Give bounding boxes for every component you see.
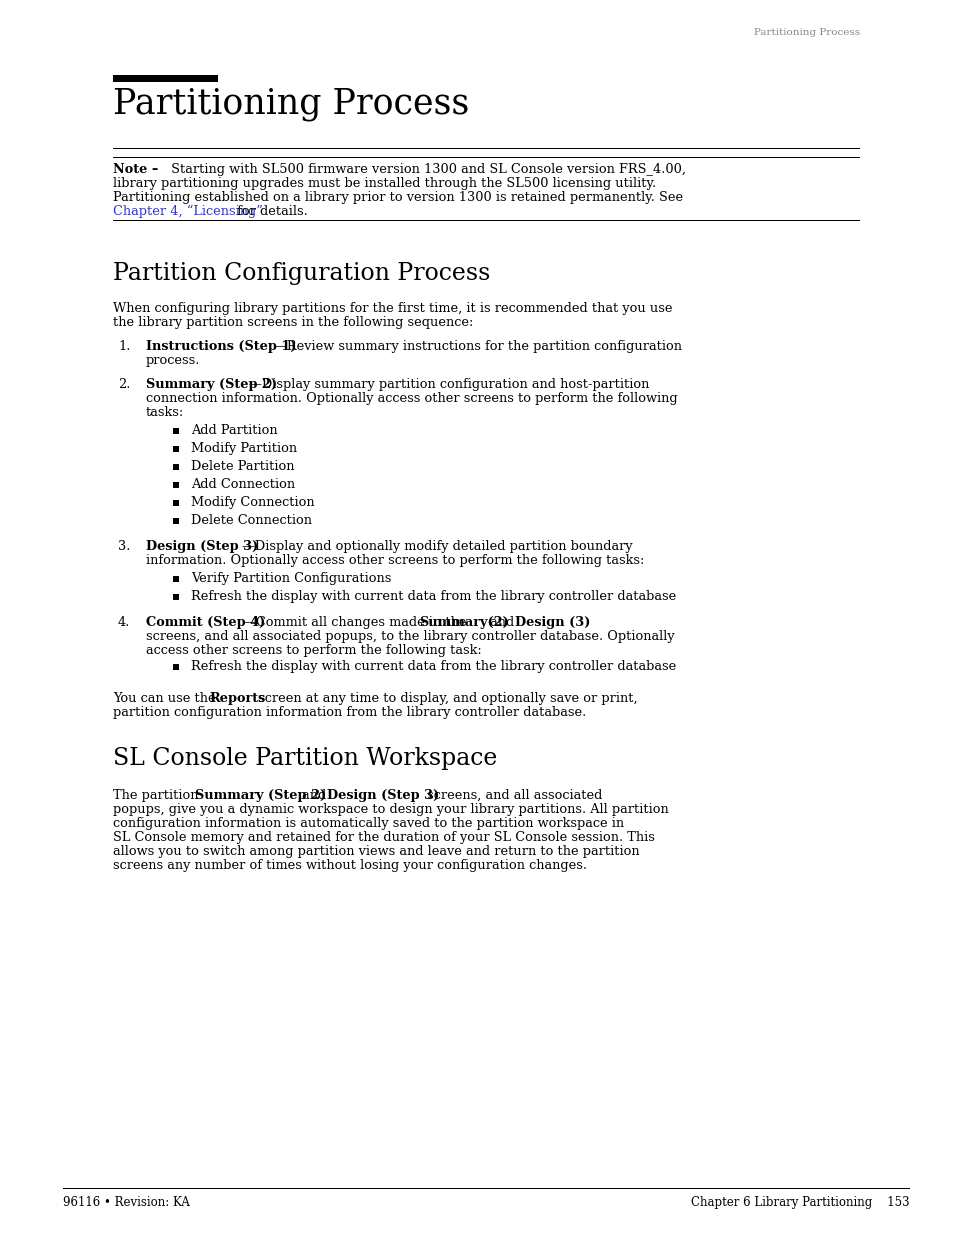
Text: Summary (Step 2): Summary (Step 2) [146, 378, 276, 391]
Text: configuration information is automatically saved to the partition workspace in: configuration information is automatical… [112, 818, 623, 830]
Text: —Commit all changes made in the: —Commit all changes made in the [243, 616, 470, 629]
Text: 4.: 4. [118, 616, 131, 629]
Text: and: and [297, 789, 330, 802]
Text: Modify Partition: Modify Partition [191, 442, 296, 454]
Bar [172, 517, 179, 524]
Bar [112, 75, 218, 82]
Text: Note –: Note – [112, 163, 158, 177]
Text: SL Console Partition Workspace: SL Console Partition Workspace [112, 747, 497, 769]
Text: —Review summary instructions for the partition configuration: —Review summary instructions for the par… [274, 340, 681, 353]
Text: —Display summary partition configuration and host-partition: —Display summary partition configuration… [249, 378, 649, 391]
Text: —Display and optionally modify detailed partition boundary: —Display and optionally modify detailed … [242, 540, 632, 553]
Text: Refresh the display with current data from the library controller database: Refresh the display with current data fr… [191, 659, 676, 673]
Text: 3.: 3. [118, 540, 131, 553]
Text: process.: process. [146, 354, 200, 367]
Text: The partition: The partition [112, 789, 202, 802]
Text: tasks:: tasks: [146, 406, 184, 419]
Bar [172, 464, 179, 471]
Text: connection information. Optionally access other screens to perform the following: connection information. Optionally acces… [146, 391, 677, 405]
Text: 1.: 1. [118, 340, 131, 353]
Text: screens, and all associated: screens, and all associated [422, 789, 601, 802]
Text: Verify Partition Configurations: Verify Partition Configurations [191, 572, 391, 585]
Text: for details.: for details. [233, 205, 308, 219]
Text: Modify Connection: Modify Connection [191, 496, 314, 509]
Text: 2.: 2. [118, 378, 131, 391]
Text: SL Console memory and retained for the duration of your SL Console session. This: SL Console memory and retained for the d… [112, 831, 654, 844]
Text: access other screens to perform the following task:: access other screens to perform the foll… [146, 643, 481, 657]
Text: Add Connection: Add Connection [191, 478, 294, 492]
Text: Reports: Reports [209, 692, 265, 705]
Text: Commit (Step 4): Commit (Step 4) [146, 616, 265, 629]
Text: Instructions (Step 1): Instructions (Step 1) [146, 340, 296, 353]
Text: Partitioning established on a library prior to version 1300 is retained permanen: Partitioning established on a library pr… [112, 191, 682, 204]
Bar [172, 446, 179, 452]
Bar [172, 482, 179, 488]
Text: Partitioning Process: Partitioning Process [112, 86, 469, 121]
Text: library partitioning upgrades must be installed through the SL500 licensing util: library partitioning upgrades must be in… [112, 177, 656, 190]
Text: Add Partition: Add Partition [191, 424, 277, 437]
Text: 96116 • Revision: KA: 96116 • Revision: KA [63, 1195, 190, 1209]
Text: popups, give you a dynamic workspace to design your library partitions. All part: popups, give you a dynamic workspace to … [112, 803, 668, 816]
Text: Chapter 6 Library Partitioning    153: Chapter 6 Library Partitioning 153 [691, 1195, 909, 1209]
Text: Summary(2): Summary(2) [418, 616, 508, 629]
Text: information. Optionally access other screens to perform the following tasks:: information. Optionally access other scr… [146, 555, 643, 567]
Text: screen at any time to display, and optionally save or print,: screen at any time to display, and optio… [253, 692, 637, 705]
Text: When configuring library partitions for the first time, it is recommended that y: When configuring library partitions for … [112, 303, 672, 315]
Text: Design (Step 3): Design (Step 3) [146, 540, 258, 553]
Text: Starting with SL500 firmware version 1300 and SL Console version FRS_4.00,: Starting with SL500 firmware version 130… [167, 163, 685, 177]
Text: screens, and all associated popups, to the library controller database. Optional: screens, and all associated popups, to t… [146, 630, 674, 643]
Text: screens any number of times without losing your configuration changes.: screens any number of times without losi… [112, 860, 586, 872]
Text: Delete Partition: Delete Partition [191, 459, 294, 473]
Bar [172, 500, 179, 506]
Text: Partition Configuration Process: Partition Configuration Process [112, 262, 490, 285]
Text: Summary (Step 2): Summary (Step 2) [194, 789, 326, 802]
Text: You can use the: You can use the [112, 692, 219, 705]
Text: Delete Connection: Delete Connection [191, 514, 312, 527]
Text: the library partition screens in the following sequence:: the library partition screens in the fol… [112, 316, 473, 329]
Bar [172, 594, 179, 600]
Text: Design (3): Design (3) [515, 616, 590, 629]
Text: Partitioning Process: Partitioning Process [753, 28, 859, 37]
Text: and: and [485, 616, 517, 629]
Text: Chapter 4, “Licensing”: Chapter 4, “Licensing” [112, 205, 263, 219]
Text: partition configuration information from the library controller database.: partition configuration information from… [112, 706, 586, 719]
Text: Design (Step 3): Design (Step 3) [327, 789, 438, 802]
Bar [172, 429, 179, 433]
Text: allows you to switch among partition views and leave and return to the partition: allows you to switch among partition vie… [112, 845, 639, 858]
Bar [172, 576, 179, 582]
Bar [172, 664, 179, 671]
Text: Refresh the display with current data from the library controller database: Refresh the display with current data fr… [191, 590, 676, 603]
